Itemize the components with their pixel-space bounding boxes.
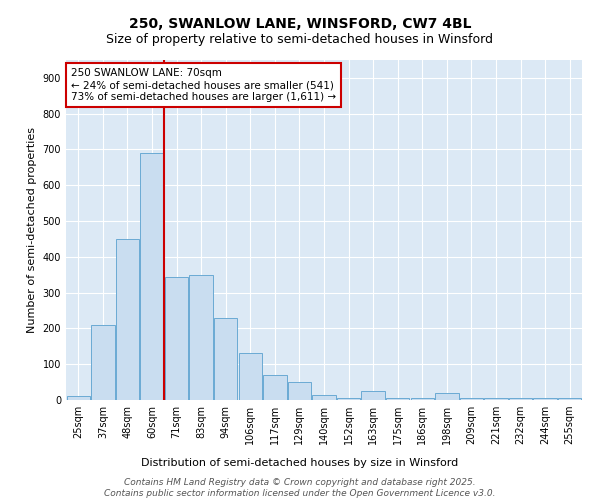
Text: Distribution of semi-detached houses by size in Winsford: Distribution of semi-detached houses by … [142, 458, 458, 468]
Text: Size of property relative to semi-detached houses in Winsford: Size of property relative to semi-detach… [107, 32, 493, 46]
Bar [165, 276, 188, 400]
Bar [263, 375, 287, 400]
Bar [116, 239, 139, 400]
Bar [288, 382, 311, 400]
Text: 250, SWANLOW LANE, WINSFORD, CW7 4BL: 250, SWANLOW LANE, WINSFORD, CW7 4BL [129, 18, 471, 32]
Text: Contains HM Land Registry data © Crown copyright and database right 2025.
Contai: Contains HM Land Registry data © Crown c… [104, 478, 496, 498]
Bar [313, 394, 335, 400]
Bar [239, 354, 262, 400]
Bar [214, 318, 238, 400]
Bar [410, 398, 434, 400]
Bar [386, 398, 409, 400]
Bar [337, 398, 360, 400]
Bar [140, 153, 164, 400]
Bar [361, 391, 385, 400]
Bar [91, 325, 115, 400]
Bar [558, 398, 581, 400]
Bar [67, 396, 90, 400]
Bar [460, 398, 483, 400]
Text: 250 SWANLOW LANE: 70sqm
← 24% of semi-detached houses are smaller (541)
73% of s: 250 SWANLOW LANE: 70sqm ← 24% of semi-de… [71, 68, 336, 102]
Bar [190, 274, 213, 400]
Bar [484, 398, 508, 400]
Bar [435, 393, 458, 400]
Bar [533, 398, 557, 400]
Bar [509, 398, 532, 400]
Y-axis label: Number of semi-detached properties: Number of semi-detached properties [27, 127, 37, 333]
